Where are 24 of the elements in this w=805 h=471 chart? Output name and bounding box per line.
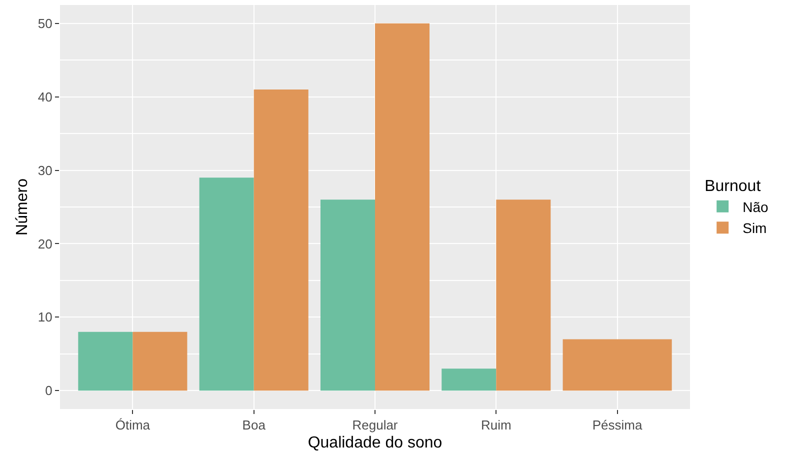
y-tick-label: 30 bbox=[38, 162, 52, 178]
bar bbox=[132, 332, 188, 391]
legend-title: Burnout bbox=[704, 178, 762, 195]
x-tick-label: Boa bbox=[242, 418, 266, 433]
bar bbox=[78, 332, 133, 391]
bar bbox=[442, 368, 496, 391]
bar bbox=[199, 178, 254, 391]
y-axis-title: Número bbox=[14, 178, 31, 236]
x-tick-label: Ótima bbox=[115, 418, 151, 433]
y-tick-label: 50 bbox=[38, 16, 52, 31]
x-tick-label: Ruim bbox=[480, 418, 512, 433]
bar bbox=[254, 89, 308, 391]
x-tick-label: Péssima bbox=[592, 418, 643, 433]
y-tick-label: 20 bbox=[38, 236, 52, 252]
bar bbox=[320, 200, 375, 391]
x-tick-label: Regular bbox=[352, 418, 398, 433]
x-axis-title: Qualidade do sono bbox=[308, 434, 442, 452]
legend-label: Sim bbox=[742, 220, 767, 236]
y-tick-label: 40 bbox=[38, 89, 52, 104]
y-tick-label: 10 bbox=[38, 310, 52, 325]
y-tick-label: 0 bbox=[45, 383, 52, 398]
legend-label: Não bbox=[742, 198, 768, 215]
bar bbox=[375, 23, 430, 391]
bar bbox=[496, 200, 551, 391]
